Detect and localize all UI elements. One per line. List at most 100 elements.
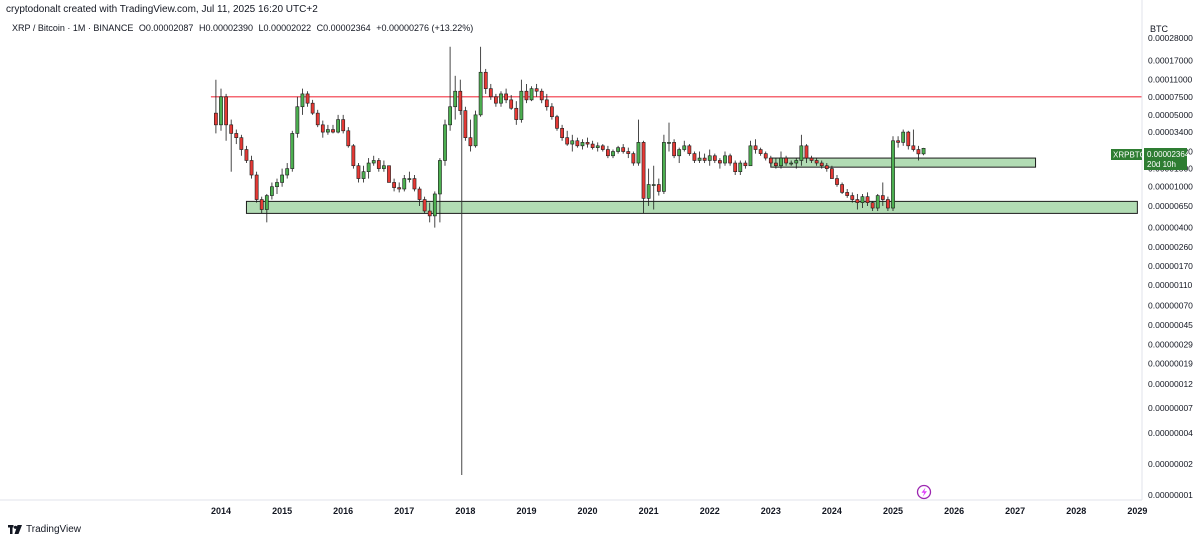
candle-body [473, 114, 478, 147]
candle-body [392, 182, 396, 188]
candle [606, 145, 610, 159]
candle-body [244, 149, 249, 161]
candle [453, 75, 458, 120]
candle [463, 106, 468, 141]
candle-body [753, 145, 758, 150]
candle-body [830, 168, 834, 179]
candle [687, 144, 692, 156]
candle-body [346, 130, 351, 147]
time-label: 2022 [700, 506, 720, 516]
candle [570, 134, 575, 152]
price-tag-countdown: 20d 10h [1147, 160, 1176, 169]
candle [422, 196, 427, 214]
candle-body [382, 165, 386, 169]
candle [519, 79, 524, 123]
candle-body [738, 162, 743, 172]
candle-body [560, 128, 564, 138]
candle [326, 124, 330, 135]
close-value: C0.00002364 [316, 23, 371, 33]
candle [758, 147, 763, 156]
candle-body [768, 157, 773, 164]
time-scale[interactable]: 2014 2015 2016 2017 2018 2019 2020 2021 2022 2023… [211, 506, 1147, 516]
lightning-icon[interactable] [916, 484, 932, 500]
candle-body [575, 140, 580, 147]
candle-body [565, 137, 570, 145]
candle-body [728, 155, 732, 164]
candle-body [590, 143, 595, 148]
price-label: 0.00000019 [1148, 359, 1193, 369]
symbol-title[interactable]: XRP / Bitcoin · 1M · BINANCE [12, 23, 134, 33]
candle [814, 158, 819, 166]
candle [667, 122, 671, 152]
candle-body [310, 102, 315, 114]
candle-body [794, 160, 799, 164]
candle-body [763, 153, 768, 159]
candle [875, 193, 880, 212]
candle [249, 155, 254, 179]
candle-body [366, 162, 371, 172]
candle-body [641, 142, 646, 199]
candle [346, 127, 351, 148]
candle [310, 99, 315, 115]
candle-body [320, 124, 325, 133]
candle-body [356, 165, 361, 179]
time-label: 2019 [516, 506, 536, 516]
candle-body [916, 149, 921, 155]
candle-body [234, 133, 239, 138]
price-label: 0.00003400 [1148, 127, 1193, 137]
candle [504, 88, 508, 104]
candle [865, 192, 870, 206]
candle [290, 130, 295, 172]
price-label: 0.00000004 [1148, 428, 1193, 438]
candle-body [432, 193, 437, 217]
chart-attribution: cryptodonalt created with TradingView.co… [6, 4, 318, 15]
candle-body [371, 160, 376, 164]
price-label: 0.00005000 [1148, 110, 1193, 120]
time-label: 2018 [455, 506, 475, 516]
candle-body [687, 145, 692, 154]
candle [387, 165, 391, 183]
candle [677, 147, 682, 164]
candle-body [870, 202, 875, 209]
candle-body [585, 142, 590, 145]
candle-body [219, 96, 223, 126]
candle [921, 147, 926, 156]
change-value: +0.00000276 (+13.22%) [376, 23, 474, 33]
tradingview-logo[interactable]: TradingView [8, 524, 81, 535]
candle [697, 151, 702, 164]
candle-body [784, 157, 788, 164]
candle [351, 144, 356, 169]
candle-body [921, 148, 926, 155]
candle-body [453, 90, 458, 108]
candle [738, 160, 743, 176]
candle-body [707, 155, 712, 161]
candle [662, 134, 666, 194]
candle-body [667, 142, 671, 144]
time-label: 2015 [272, 506, 292, 516]
candle [320, 120, 325, 138]
candle [880, 182, 885, 206]
candle-body [249, 160, 254, 176]
candle [534, 83, 539, 97]
candle [402, 175, 407, 192]
candle-body [448, 106, 452, 126]
candle-body [463, 110, 468, 138]
candle [280, 168, 284, 187]
candle-body [407, 178, 412, 180]
candle-body [835, 178, 839, 185]
candle-body [840, 184, 844, 193]
candle-body [494, 96, 498, 104]
candle [331, 124, 335, 134]
candle [300, 88, 305, 115]
candle [809, 155, 814, 164]
candle-body [595, 145, 600, 148]
candle [906, 130, 911, 150]
candle-body [264, 195, 269, 210]
candle [901, 129, 906, 146]
candle [305, 91, 310, 107]
price-scale[interactable]: 0.00028000 0.00017000 0.00011000 0.00007500… [1148, 33, 1193, 500]
candle-body [875, 195, 880, 209]
candle [789, 160, 794, 166]
price-label: 0.00000007 [1148, 403, 1193, 413]
